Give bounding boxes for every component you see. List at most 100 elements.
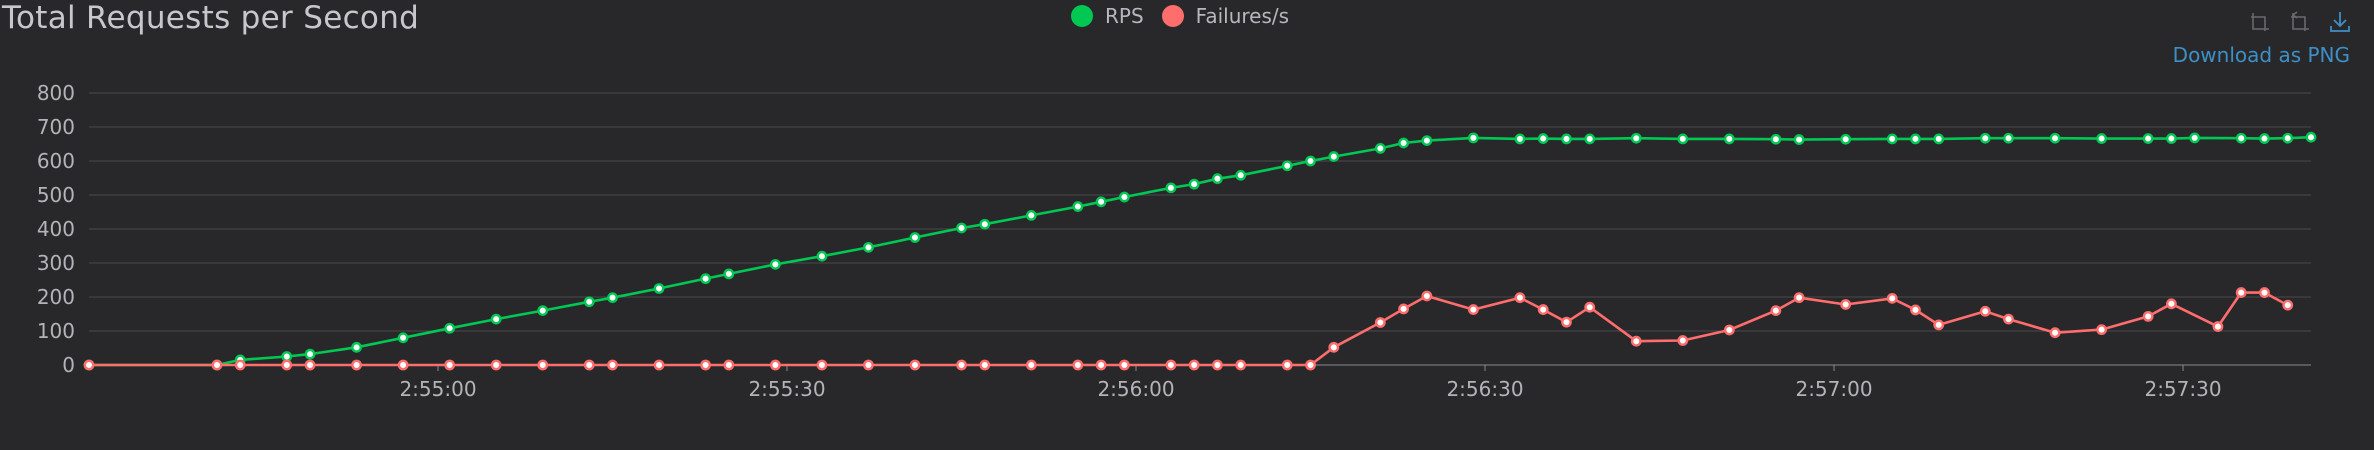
data-point-failures bbox=[1514, 292, 1526, 304]
y-tick-label: 300 bbox=[37, 251, 75, 275]
data-point-failures bbox=[1118, 359, 1130, 371]
data-point-failures bbox=[1933, 319, 1945, 331]
data-point-rps bbox=[1840, 133, 1852, 145]
y-tick-label: 800 bbox=[37, 81, 75, 105]
data-point-rps bbox=[444, 322, 456, 334]
y-tick-label: 500 bbox=[37, 183, 75, 207]
data-point-rps bbox=[1793, 134, 1805, 145]
data-point-failures bbox=[304, 359, 316, 371]
data-point-rps bbox=[1933, 133, 1945, 145]
data-point-rps bbox=[1979, 132, 1991, 144]
data-point-failures bbox=[281, 359, 293, 371]
data-point-failures bbox=[2212, 321, 2224, 332]
data-point-rps bbox=[2282, 132, 2294, 144]
data-point-rps bbox=[956, 222, 967, 234]
data-point-rps bbox=[1584, 133, 1596, 145]
download-icon[interactable] bbox=[2328, 10, 2352, 34]
data-point-failures bbox=[607, 359, 618, 371]
data-point-failures bbox=[863, 359, 874, 371]
series-line-failures bbox=[89, 291, 2289, 367]
data-point-rps bbox=[1188, 178, 1200, 190]
data-point-rps bbox=[1025, 209, 1037, 221]
data-point-rps bbox=[1514, 133, 1526, 145]
chart-legend: RPS Failures/s bbox=[1071, 4, 1307, 28]
data-point-failures bbox=[956, 359, 967, 371]
data-point-failures bbox=[1840, 299, 1852, 310]
download-label[interactable]: Download as PNG bbox=[2172, 43, 2350, 67]
x-tick-label: 2:57:00 bbox=[1795, 377, 1872, 401]
data-point-failures bbox=[979, 359, 991, 371]
data-point-failures bbox=[909, 359, 921, 371]
data-point-rps bbox=[1677, 133, 1689, 145]
data-point-rps bbox=[490, 313, 502, 325]
data-point-rps bbox=[1118, 191, 1130, 203]
y-tick-label: 600 bbox=[37, 149, 75, 173]
data-point-failures bbox=[816, 359, 828, 371]
data-point-failures bbox=[1561, 316, 1572, 328]
data-point-rps bbox=[537, 305, 549, 316]
data-point-failures bbox=[2003, 313, 2014, 325]
data-point-failures bbox=[723, 359, 735, 371]
data-point-failures bbox=[1188, 359, 1200, 371]
data-point-rps bbox=[1398, 137, 1409, 149]
data-point-rps bbox=[304, 348, 316, 360]
chart-title: Total Requests per Second bbox=[2, 0, 420, 36]
data-point-failures bbox=[444, 359, 456, 371]
y-tick-label: 0 bbox=[62, 353, 75, 377]
data-point-rps bbox=[2049, 132, 2061, 144]
legend-marker-rps bbox=[1071, 5, 1093, 27]
legend-item-rps[interactable]: RPS bbox=[1071, 4, 1144, 28]
data-point-rps bbox=[607, 292, 618, 304]
data-point-rps bbox=[2096, 133, 2107, 144]
data-point-failures bbox=[700, 359, 711, 371]
data-point-rps bbox=[281, 351, 293, 362]
data-point-rps bbox=[816, 250, 828, 262]
data-point-rps bbox=[723, 268, 735, 280]
data-point-failures bbox=[537, 359, 549, 371]
data-point-failures bbox=[1281, 359, 1293, 371]
data-point-rps bbox=[2235, 132, 2247, 144]
x-tick-label: 2:57:30 bbox=[2144, 377, 2221, 401]
data-point-rps bbox=[2259, 133, 2270, 144]
data-point-failures bbox=[1886, 292, 1898, 304]
data-point-failures bbox=[1072, 359, 1084, 371]
data-point-rps bbox=[769, 258, 781, 270]
data-point-failures bbox=[1305, 359, 1316, 371]
data-point-failures bbox=[1910, 304, 1921, 316]
zoom-reset-icon[interactable] bbox=[2288, 10, 2312, 34]
data-point-failures bbox=[1677, 335, 1689, 346]
data-point-failures bbox=[211, 359, 223, 371]
data-point-rps bbox=[1072, 201, 1084, 212]
data-point-failures bbox=[1537, 304, 1549, 315]
data-point-rps bbox=[351, 341, 362, 353]
zoom-select-icon[interactable] bbox=[2248, 10, 2272, 34]
data-point-rps bbox=[863, 241, 874, 253]
legend-marker-failures bbox=[1161, 5, 1184, 27]
data-point-failures bbox=[1467, 304, 1479, 315]
data-point-failures bbox=[83, 359, 95, 371]
data-point-failures bbox=[2282, 299, 2294, 311]
data-point-failures bbox=[1979, 305, 1991, 317]
data-point-failures bbox=[1235, 359, 1247, 371]
data-point-rps bbox=[1328, 151, 1340, 162]
data-point-failures bbox=[1770, 305, 1782, 316]
data-point-rps bbox=[1281, 160, 1293, 172]
data-point-rps bbox=[2305, 131, 2317, 143]
legend-label-rps: RPS bbox=[1105, 4, 1144, 28]
data-point-failures bbox=[1723, 324, 1735, 336]
legend-label-failures: Failures/s bbox=[1195, 4, 1290, 28]
data-point-failures bbox=[1630, 335, 1642, 347]
data-point-failures bbox=[1374, 317, 1386, 328]
data-point-failures bbox=[1421, 290, 1433, 302]
data-point-rps bbox=[1561, 133, 1572, 145]
x-tick-label: 2:56:30 bbox=[1446, 377, 1523, 401]
data-point-failures bbox=[1584, 301, 1596, 313]
data-point-failures bbox=[1025, 359, 1037, 371]
data-point-rps bbox=[2165, 133, 2177, 144]
data-point-rps bbox=[700, 273, 711, 285]
legend-item-failures[interactable]: Failures/s bbox=[1161, 4, 1290, 28]
data-point-rps bbox=[979, 218, 991, 230]
data-point-rps bbox=[1537, 133, 1549, 144]
